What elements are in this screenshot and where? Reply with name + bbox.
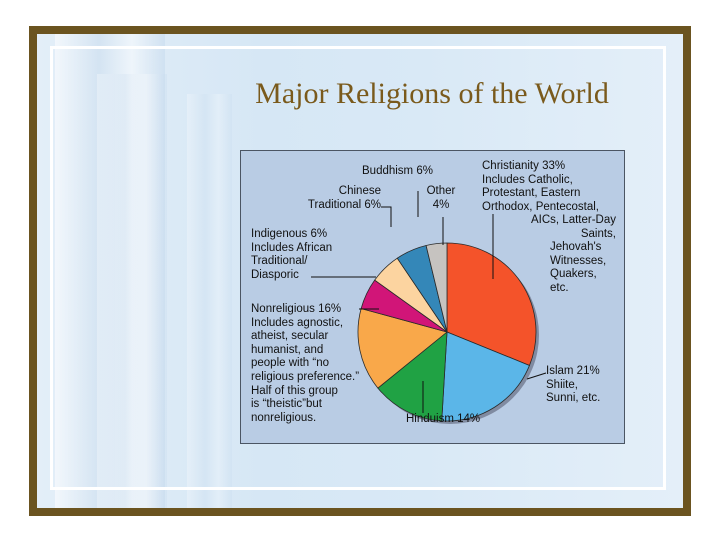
- label-line: Saints,: [580, 227, 616, 240]
- label-line: Protestant, Eastern: [482, 187, 581, 200]
- column-decoration: [187, 94, 232, 508]
- label-line: humanist, and: [251, 343, 324, 356]
- label-line: atheist, secular: [251, 330, 329, 343]
- label-chinese-traditional: Chinese Traditional 6%: [291, 185, 381, 212]
- label-line: Buddhism 6%: [362, 165, 433, 177]
- label-line: Jehovah's: [550, 241, 602, 253]
- label-line: Chinese: [338, 185, 381, 197]
- label-line: Witnesses,: [550, 254, 607, 267]
- label-line: religious preference.”: [251, 370, 360, 383]
- label-line: Half of this group: [251, 384, 338, 397]
- leader-line: [381, 206, 392, 227]
- label-nonreligious: Nonreligious 16% Includes agnostic, athe…: [251, 303, 359, 425]
- pie-chart: Christianity 33% Includes Catholic, Prot…: [240, 150, 625, 444]
- label-christianity: Christianity 33% Includes Catholic, Prot…: [482, 160, 599, 214]
- column-decoration: [55, 34, 165, 508]
- label-line: AICs, Latter-Day: [531, 214, 616, 226]
- label-christianity-cont: AICs, Latter-Day Saints,: [531, 214, 616, 241]
- label-line: Includes agnostic,: [251, 316, 344, 329]
- label-line: people with “no: [251, 357, 329, 370]
- label-line: Traditional/: [251, 255, 308, 268]
- pie-slice-christianity: [446, 242, 537, 366]
- pie-slice-islam: [441, 331, 530, 422]
- label-christianity-tail: Jehovah's Witnesses, Quakers, etc.: [550, 241, 606, 295]
- pie-slice-hinduism: [377, 331, 448, 422]
- label-line: Sunni, etc.: [546, 392, 601, 405]
- slide: Major Religions of the World Christianit…: [37, 34, 683, 508]
- label-line: Other: [426, 185, 456, 197]
- leader-line: [526, 372, 547, 380]
- label-line: is “theistic”but: [251, 398, 322, 411]
- label-line: Orthodox, Pentecostal,: [482, 200, 599, 213]
- pie-slice-nonreligious: [357, 308, 448, 389]
- label-islam: Islam 21% Shiite, Sunni, etc.: [546, 365, 600, 406]
- label-hinduism: Hinduism 14%: [406, 413, 480, 427]
- label-line: Includes Catholic,: [482, 173, 573, 186]
- label-line: Includes African: [251, 241, 333, 254]
- label-line: Islam 21%: [546, 365, 600, 377]
- label-line: Indigenous 6%: [251, 228, 328, 240]
- label-line: Christianity 33%: [482, 160, 566, 172]
- pie-chart-svg: [311, 191, 547, 424]
- label-line: nonreligious.: [251, 411, 317, 424]
- label-line: 4%: [432, 198, 450, 211]
- label-line: Quakers,: [550, 268, 597, 281]
- column-decoration: [97, 74, 167, 508]
- pie-slice-other: [425, 242, 448, 333]
- slide-title: Major Religions of the World: [255, 77, 609, 110]
- label-line: Diasporic: [251, 268, 299, 281]
- label-other: Other 4%: [421, 185, 461, 212]
- label-line: Hinduism 14%: [406, 413, 481, 425]
- label-line: Traditional 6%: [307, 198, 381, 211]
- label-line: etc.: [550, 281, 569, 294]
- label-line: Nonreligious 16%: [251, 303, 342, 315]
- label-buddhism: Buddhism 6%: [362, 165, 433, 179]
- label-indigenous: Indigenous 6% Includes African Tradition…: [251, 228, 332, 282]
- label-line: Shiite,: [546, 378, 578, 391]
